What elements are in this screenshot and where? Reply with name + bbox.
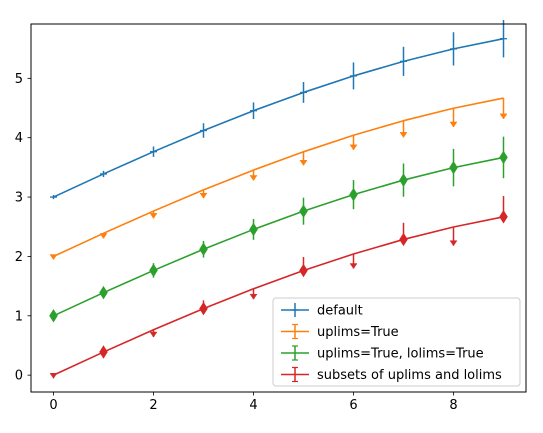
uplim-arrow-marker <box>49 254 58 260</box>
plot-area <box>49 20 508 379</box>
diamond-marker <box>49 309 58 323</box>
diamond-marker <box>349 187 358 202</box>
series-line <box>53 216 504 376</box>
diamond-marker <box>399 173 408 187</box>
y-tick-label: 2 <box>15 250 23 265</box>
uplim-arrow-marker <box>199 192 208 199</box>
axes-frame <box>30 23 527 393</box>
uplim-arrow-marker <box>249 293 258 300</box>
uplim-arrow-marker <box>299 160 308 166</box>
legend-entry-2: uplims=True <box>281 323 399 340</box>
diamond-marker <box>99 345 108 359</box>
diamond-marker <box>249 222 258 237</box>
series-line <box>53 97 504 258</box>
uplim-arrow-marker <box>349 144 358 151</box>
diamond-marker <box>199 301 208 316</box>
uplim-arrow-marker <box>149 331 158 338</box>
series-2 <box>49 97 508 260</box>
series-line <box>53 156 504 317</box>
x-tick-label: 8 <box>449 398 457 413</box>
diamond-marker <box>499 150 508 165</box>
legend-label: uplims=True <box>317 325 399 340</box>
series-3 <box>49 136 508 323</box>
diamond-marker <box>449 160 458 175</box>
x-axis: 0 2 4 6 8 <box>49 392 458 413</box>
uplim-arrow-marker <box>449 121 458 128</box>
x-tick-label: 0 <box>49 398 57 413</box>
y-tick-label: 4 <box>15 131 23 146</box>
legend-box <box>272 297 521 387</box>
x-tick-label: 2 <box>149 398 157 413</box>
diamond-marker <box>499 210 508 224</box>
diamond-marker <box>299 263 308 278</box>
uplim-arrow-marker <box>399 132 408 138</box>
y-tick-label: 3 <box>15 191 23 206</box>
uplim-arrow-marker <box>249 175 258 181</box>
series-1 <box>50 20 507 200</box>
diamond-marker <box>399 232 408 247</box>
legend: default uplims=True uplims=True, lolims=Tr… <box>272 297 521 387</box>
diamond-marker <box>199 242 208 257</box>
series-4 <box>49 196 508 379</box>
legend-entry-4: subsets of uplims and lolims <box>281 366 502 383</box>
uplim-arrow-marker <box>449 240 458 247</box>
x-tick-label: 4 <box>249 398 257 413</box>
y-tick-label: 5 <box>15 72 23 87</box>
legend-entry-1: default <box>281 303 363 319</box>
legend-label: default <box>317 304 363 319</box>
x-tick-label: 6 <box>349 398 357 413</box>
uplim-arrow-marker <box>349 263 358 269</box>
uplim-arrow-marker <box>99 233 108 239</box>
y-axis: 0 1 2 3 4 5 <box>15 72 31 384</box>
uplim-arrow-marker <box>499 113 508 120</box>
diamond-marker <box>299 204 308 218</box>
uplim-arrow-marker <box>49 373 58 379</box>
diamond-marker <box>99 285 108 300</box>
legend-label: subsets of uplims and lolims <box>317 368 502 383</box>
y-tick-label: 1 <box>15 309 23 324</box>
legend-entry-3: uplims=True, lolims=True <box>281 345 484 362</box>
diamond-marker <box>149 263 158 278</box>
series-line <box>53 37 504 198</box>
uplim-arrow-marker <box>149 213 158 219</box>
legend-label: uplims=True, lolims=True <box>317 347 484 362</box>
y-tick-label: 0 <box>15 369 23 384</box>
